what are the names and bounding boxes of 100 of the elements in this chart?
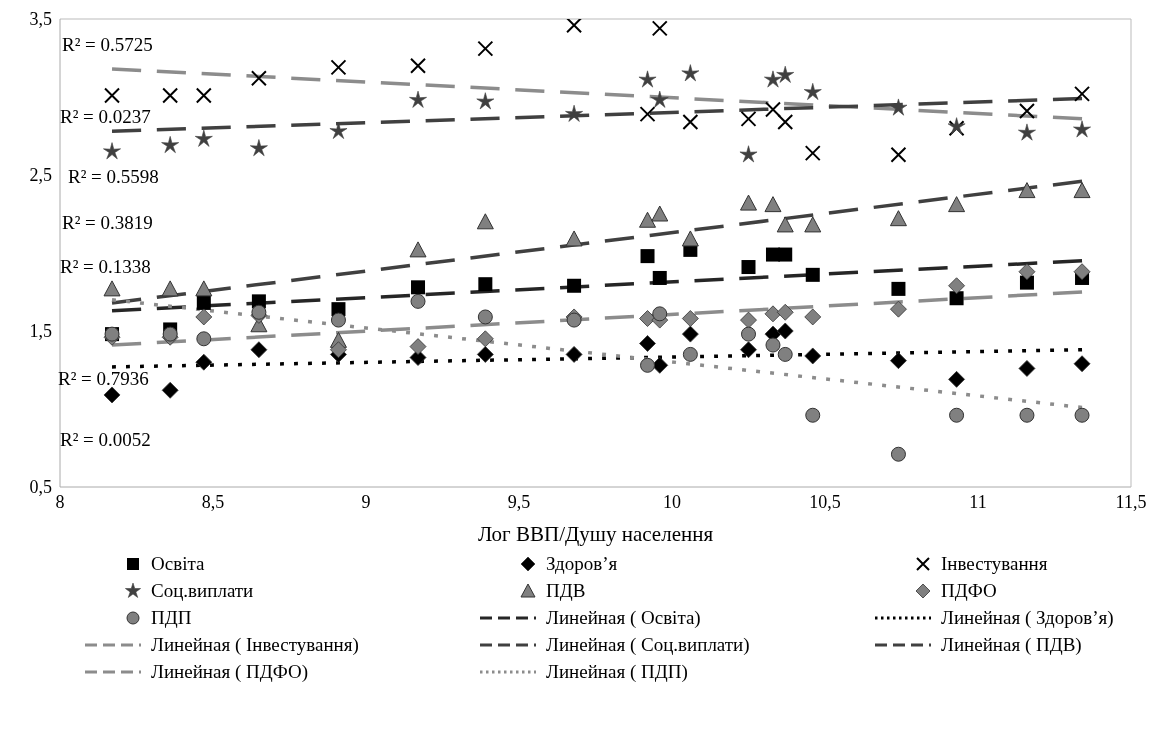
point [196, 331, 212, 347]
annotation: R² = 0.3819 [62, 212, 153, 234]
point [804, 347, 822, 365]
point [566, 312, 582, 328]
y-tick-label: 1,5 [29, 321, 52, 342]
point [477, 309, 493, 325]
point [740, 311, 757, 329]
point [776, 303, 794, 321]
point [764, 305, 782, 323]
point [476, 330, 494, 348]
point [948, 277, 965, 295]
point [740, 341, 757, 359]
point [250, 341, 268, 359]
annotation: R² = 0.1338 [60, 256, 151, 278]
point [777, 346, 793, 362]
point [410, 57, 427, 74]
point [652, 270, 667, 285]
point [195, 353, 213, 371]
point [639, 211, 657, 228]
legend-label: Освіта [151, 553, 205, 575]
x-tick-label: 8,5 [201, 491, 225, 512]
point [639, 335, 656, 352]
legend-label: Линейная ( Освіта) [546, 607, 701, 629]
point [740, 110, 757, 127]
point [890, 446, 906, 462]
point [409, 338, 427, 355]
point [804, 145, 821, 162]
point [104, 87, 121, 104]
point [1018, 182, 1036, 199]
point [778, 247, 793, 262]
point [565, 104, 583, 122]
point [890, 352, 907, 370]
point [1074, 407, 1090, 423]
point [889, 98, 908, 116]
point [330, 312, 346, 328]
point [161, 136, 180, 153]
point [805, 407, 821, 423]
point [409, 90, 427, 108]
point [1018, 263, 1036, 281]
point [776, 65, 795, 83]
point [1074, 85, 1091, 102]
y-tick-label: 2,5 [29, 165, 52, 186]
point [741, 260, 756, 275]
point [681, 325, 699, 343]
point [681, 310, 699, 327]
point [103, 142, 121, 160]
point [1019, 407, 1035, 423]
point [741, 326, 756, 342]
legend-label: Линейная ( ПДФО) [151, 661, 308, 683]
point [411, 280, 426, 295]
point [565, 346, 583, 363]
point [195, 308, 213, 326]
point [476, 92, 495, 110]
point [410, 293, 426, 309]
point [250, 139, 268, 157]
legend-label: Інвестування [941, 553, 1048, 575]
point [196, 295, 211, 310]
point [640, 249, 655, 264]
point [162, 87, 179, 104]
x-tick-label: 9 [361, 491, 371, 512]
y-tick-label: 3,5 [29, 9, 52, 30]
point [1073, 263, 1091, 281]
x-axis-title: Лог ВВП/Душу населення [477, 522, 714, 546]
point [1018, 103, 1035, 120]
point [948, 196, 966, 213]
point [194, 129, 213, 147]
point [681, 64, 700, 82]
point [162, 326, 178, 342]
point [409, 241, 427, 258]
legend-label: Линейная ( ПДП) [546, 661, 688, 683]
legend-label: ПДФО [941, 580, 997, 602]
annotation: R² = 0.0052 [60, 429, 151, 451]
point [681, 230, 699, 247]
point [890, 300, 907, 318]
point [764, 70, 782, 88]
point [650, 90, 669, 108]
point [565, 230, 583, 247]
point [478, 277, 493, 292]
point [567, 278, 582, 293]
x-tick-label: 11 [969, 491, 987, 512]
point [161, 280, 179, 297]
annotation: R² = 0.5725 [62, 34, 153, 56]
point [1073, 120, 1091, 138]
legend-label: Здоров’я [546, 553, 618, 575]
legend-label: Линейная ( Здоров’я) [941, 607, 1114, 629]
point [739, 145, 758, 163]
point [776, 216, 794, 233]
point [103, 386, 121, 404]
point [803, 83, 822, 100]
point [640, 357, 656, 373]
point [1073, 182, 1091, 199]
point [251, 304, 267, 320]
point [889, 210, 907, 227]
point [330, 341, 347, 359]
point [1018, 123, 1036, 141]
y-tick-label: 0,5 [29, 477, 52, 498]
legend-label: Соц.виплати [151, 580, 254, 602]
legend-label: Линейная ( Соц.виплати) [546, 634, 750, 656]
legend-label: ПДВ [546, 580, 586, 602]
point [804, 216, 822, 233]
